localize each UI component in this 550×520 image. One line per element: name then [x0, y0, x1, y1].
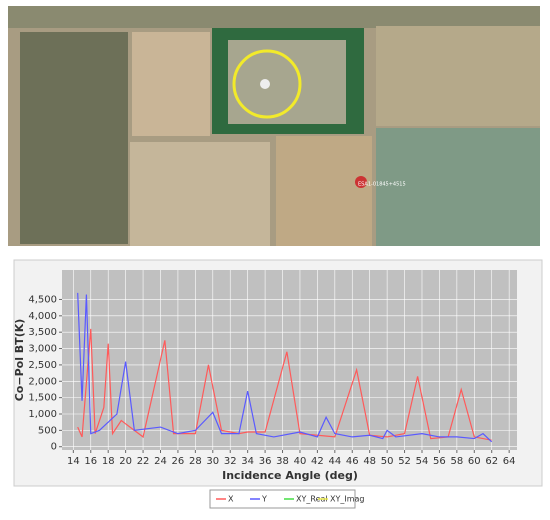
legend-label: Y: [261, 495, 267, 504]
field: [20, 32, 128, 244]
legend: [209, 489, 356, 509]
x-tick-label: 48: [363, 456, 376, 467]
y-tick-label: 3,000: [28, 344, 57, 355]
x-tick-label: 30: [206, 456, 219, 467]
x-tick-label: 14: [67, 456, 80, 467]
legend-label: X: [228, 495, 234, 504]
reflector: [260, 79, 270, 89]
satellite-image: ESA1-01845+4515: [8, 6, 540, 246]
marker: [355, 176, 367, 188]
x-tick-label: 24: [154, 456, 167, 467]
legend-label: XY_Real: [296, 495, 328, 504]
plot-area: [62, 270, 517, 450]
x-tick-label: 26: [172, 456, 185, 467]
x-tick-label: 42: [311, 456, 324, 467]
series-line: [77, 292, 493, 443]
x-tick-label: 34: [241, 456, 254, 467]
x-tick-label: 32: [224, 456, 237, 467]
y-tick-label: 2,000: [28, 376, 57, 387]
x-tick-label: 20: [119, 456, 132, 467]
x-tick-label: 60: [468, 456, 481, 467]
x-tick-label: 54: [416, 456, 429, 467]
x-tick-label: 38: [276, 456, 289, 467]
y-tick-label: 2,500: [28, 360, 57, 371]
y-tick-label: 4,000: [28, 311, 57, 322]
x-tick-label: 22: [137, 456, 150, 467]
x-axis-label: Incidence Angle (deg): [222, 469, 358, 482]
y-tick-label: 1,500: [28, 393, 57, 404]
marker-label: ESA1-01845+4515: [358, 182, 406, 188]
y-tick-label: 500: [38, 425, 57, 436]
field: [376, 128, 540, 246]
y-tick-label: 4,500: [28, 294, 57, 305]
y-tick-label: 1,000: [28, 409, 57, 420]
x-tick-label: 64: [503, 456, 516, 467]
y-tick-label: 0: [51, 442, 57, 453]
x-tick-label: 36: [259, 456, 272, 467]
x-tick-label: 62: [485, 456, 498, 467]
x-tick-label: 56: [433, 456, 446, 467]
legend-label: XY_Imag: [330, 495, 365, 504]
x-tick-label: 16: [84, 456, 97, 467]
series-line: [77, 328, 492, 441]
x-tick-label: 18: [102, 456, 115, 467]
y-tick-label: 3,500: [28, 327, 57, 338]
x-tick-label: 52: [398, 456, 411, 467]
target-circle: [232, 49, 302, 119]
field: [130, 142, 270, 246]
x-tick-label: 28: [189, 456, 202, 467]
field: [276, 136, 372, 246]
y-axis-label: Co−Pol BT(K): [13, 319, 26, 402]
x-tick-label: 44: [328, 456, 341, 467]
x-tick-label: 50: [381, 456, 394, 467]
field: [8, 6, 540, 28]
field: [132, 32, 210, 136]
x-tick-label: 46: [346, 456, 359, 467]
field: [376, 26, 540, 126]
x-tick-label: 40: [294, 456, 307, 467]
x-tick-label: 58: [450, 456, 463, 467]
